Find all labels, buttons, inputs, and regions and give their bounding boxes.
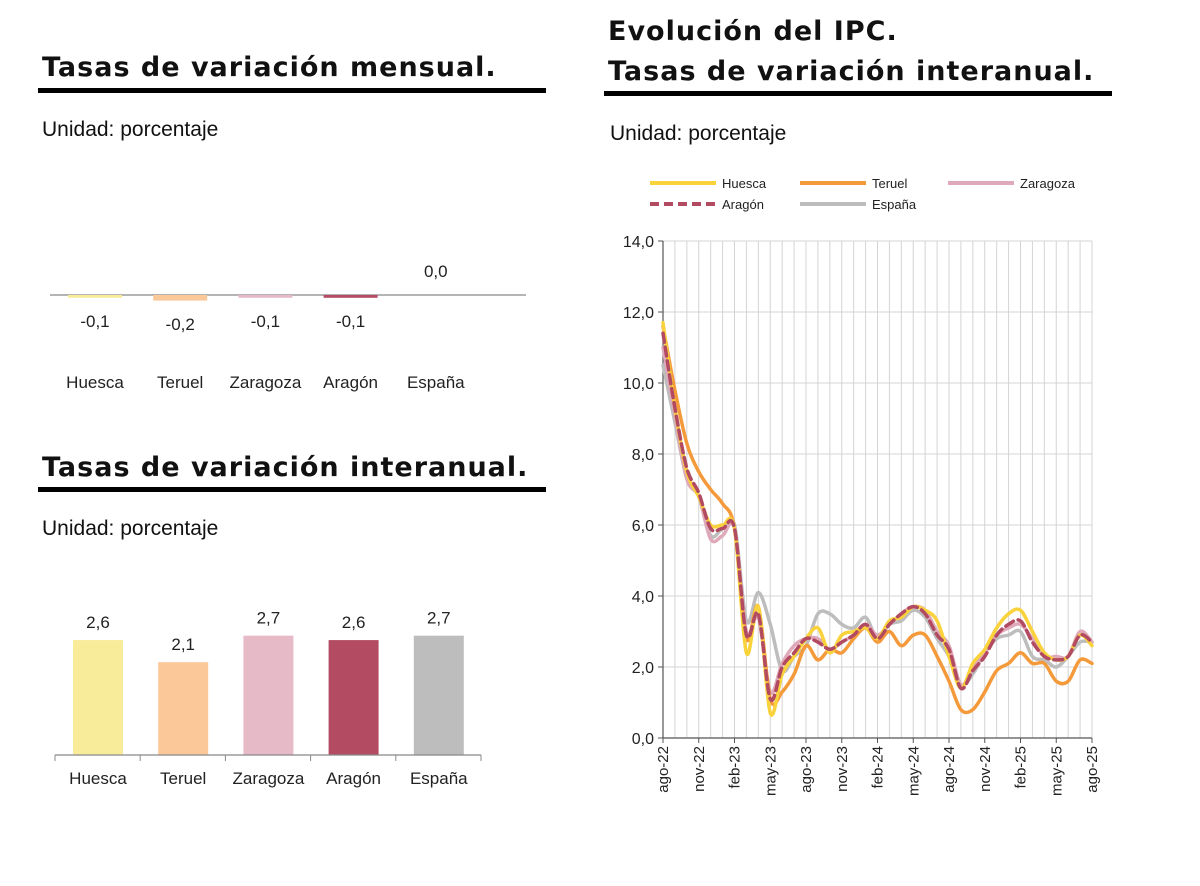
value-label: 2,6	[342, 613, 366, 632]
evolution-title-line2: Tasas de variación interanual.	[608, 56, 1095, 87]
value-label: -0,1	[80, 312, 109, 331]
y-tick-label: 8,0	[632, 447, 654, 464]
evolution-title-rule	[604, 91, 1112, 96]
x-tick-label: may-23	[762, 746, 779, 796]
value-label: -0,1	[251, 312, 280, 331]
value-label: -0,2	[166, 315, 195, 334]
monthly-unit: Unidad: porcentaje	[42, 118, 219, 141]
annual-bar-chart: 2,6 Huesca 2,1 Teruel 2,7 Zaragoza 2,6 Aragón 2,…	[54, 609, 482, 788]
legend-label: Aragón	[722, 197, 764, 212]
category-label: España	[407, 373, 465, 392]
legend-label: Teruel	[872, 176, 908, 191]
category-label: Zaragoza	[229, 373, 301, 392]
x-tick-label: may-25	[1048, 746, 1065, 796]
legend-label: Zaragoza	[1020, 176, 1076, 191]
bar-españa	[413, 635, 464, 755]
legend-label: España	[872, 197, 917, 212]
y-tick-label: 14,0	[623, 234, 654, 251]
evolution-unit: Unidad: porcentaje	[610, 122, 787, 145]
category-label: Teruel	[160, 769, 206, 788]
category-label: España	[410, 769, 468, 788]
value-label: 2,7	[427, 609, 451, 628]
y-tick-label: 6,0	[632, 518, 654, 535]
y-tick-label: 4,0	[632, 589, 654, 606]
legend-label: Huesca	[722, 176, 767, 191]
monthly-title-rule	[38, 88, 546, 93]
ipc-line-chart: Huesca Teruel Zaragoza Aragón España 0,0 2,0 4,…	[623, 176, 1101, 796]
x-tick-label: nov-24	[977, 746, 994, 792]
bar-huesca	[73, 640, 123, 755]
y-tick-label: 10,0	[623, 376, 654, 393]
bar-aragón	[323, 295, 378, 298]
series-line-aragón	[661, 331, 1094, 703]
x-tick-label: ago-24	[941, 746, 958, 793]
annual-title-rule	[38, 487, 546, 492]
x-tick-label: nov-22	[691, 746, 708, 792]
category-label: Zaragoza	[232, 769, 304, 788]
category-label: Aragón	[323, 373, 378, 392]
category-label: Teruel	[157, 373, 203, 392]
monthly-bar-chart: -0,1 Huesca -0,2 Teruel -0,1 Zaragoza -0,1 Arag…	[50, 262, 526, 392]
y-tick-label: 12,0	[623, 305, 654, 322]
value-label: 0,0	[424, 262, 448, 281]
annual-unit: Unidad: porcentaje	[42, 517, 219, 540]
x-tick-label: feb-23	[727, 746, 744, 789]
evolution-title-line1: Evolución del IPC.	[608, 16, 898, 47]
value-label: 2,7	[257, 609, 281, 628]
x-tick-label: may-24	[905, 746, 922, 796]
x-tick-label: ago-25	[1084, 746, 1101, 793]
y-tick-label: 2,0	[632, 660, 654, 677]
bar-teruel	[153, 295, 208, 301]
category-label: Huesca	[69, 769, 127, 788]
x-tick-label: ago-22	[655, 746, 672, 793]
annual-title: Tasas de variación interanual.	[42, 452, 529, 483]
value-label: 2,6	[86, 613, 110, 632]
x-tick-label: feb-25	[1013, 746, 1030, 789]
x-tick-label: nov-23	[834, 746, 851, 792]
category-label: Huesca	[66, 373, 124, 392]
bar-zaragoza	[238, 295, 293, 298]
category-label: Aragón	[326, 769, 381, 788]
y-tick-label: 0,0	[632, 731, 654, 748]
x-tick-label: feb-24	[870, 746, 887, 789]
value-label: 2,1	[171, 635, 195, 654]
monthly-title: Tasas de variación mensual.	[42, 52, 497, 83]
value-label: -0,1	[336, 312, 365, 331]
bar-huesca	[68, 295, 122, 298]
bar-aragón	[328, 640, 379, 755]
bar-zaragoza	[243, 635, 294, 755]
x-tick-label: ago-23	[798, 746, 815, 793]
bar-teruel	[158, 662, 209, 755]
